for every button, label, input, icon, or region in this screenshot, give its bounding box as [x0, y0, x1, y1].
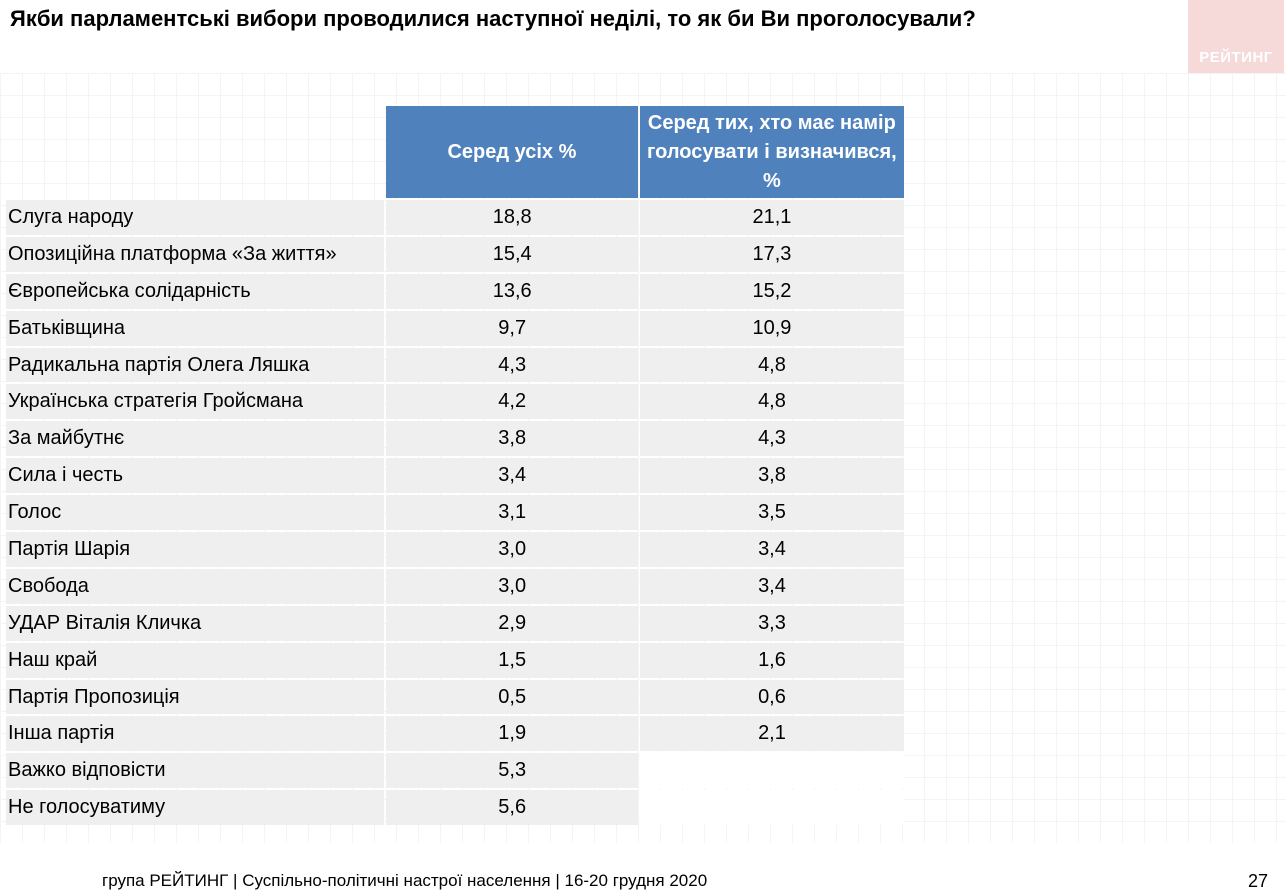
- value-decided-voters: 4,8: [639, 347, 905, 383]
- table-row: За майбутнє 3,8 4,3: [6, 421, 905, 457]
- table-row: Європейська солідарність 13,6 15,2: [6, 273, 905, 309]
- header-all-respondents: Серед усіх %: [386, 106, 638, 198]
- value-all-respondents: 1,9: [386, 716, 638, 752]
- value-all-respondents: 3,0: [386, 532, 638, 567]
- party-name: Європейська солідарність: [6, 273, 385, 309]
- value-all-respondents: 0,5: [386, 679, 638, 715]
- table-row: Сила і честь 3,4 3,8: [6, 458, 905, 494]
- table-header: Серед усіх % Серед тих, хто має намір го…: [6, 106, 904, 198]
- value-decided-voters: 4,3: [639, 421, 905, 457]
- table-row: Не голосуватиму 5,6: [6, 790, 905, 826]
- table-body: Слуга народу 18,8 21,1 Опозиційна платформа…: [6, 200, 905, 826]
- value-decided-voters: 1,6: [639, 642, 905, 678]
- party-name: Сила і честь: [6, 458, 385, 494]
- header-blank-cell: [6, 106, 384, 198]
- party-name: Українська стратегія Гройсмана: [6, 384, 385, 420]
- page-number: 27: [1247, 871, 1268, 891]
- value-decided-voters: [639, 753, 905, 789]
- logo-text: РЕЙТИНГ: [1199, 49, 1273, 66]
- party-name: Партія Пропозиція: [6, 679, 385, 715]
- party-name: Радикальна партія Олега Ляшка: [6, 347, 385, 383]
- value-all-respondents: 3,1: [386, 495, 638, 531]
- party-name: Важко відповісти: [6, 753, 385, 789]
- value-decided-voters: 2,1: [639, 716, 905, 752]
- value-decided-voters: 3,4: [639, 568, 905, 604]
- value-all-respondents: 15,4: [386, 236, 638, 272]
- value-all-respondents: 5,6: [386, 790, 638, 826]
- value-all-respondents: 5,3: [386, 753, 638, 789]
- table-row: Голос 3,1 3,5: [6, 495, 905, 531]
- value-all-respondents: 3,8: [386, 421, 638, 457]
- table-row: Батьківщина 9,7 10,9: [6, 310, 905, 346]
- value-all-respondents: 4,2: [386, 384, 638, 420]
- value-decided-voters: 3,4: [639, 532, 905, 567]
- table-row: Важко відповісти 5,3: [6, 753, 905, 789]
- party-name: Не голосуватиму: [6, 790, 385, 826]
- value-all-respondents: 3,0: [386, 568, 638, 604]
- results-table: Серед усіх % Серед тих, хто має намір го…: [6, 106, 905, 826]
- footer-text: група РЕЙТИНГ | Суспільно-політичні наст…: [102, 871, 708, 890]
- value-decided-voters: 3,3: [639, 605, 905, 641]
- party-name: Свобода: [6, 568, 385, 604]
- value-decided-voters: 10,9: [639, 310, 905, 346]
- value-decided-voters: 3,8: [639, 458, 905, 494]
- table-row: Партія Пропозиція 0,5 0,6: [6, 679, 905, 715]
- value-all-respondents: 4,3: [386, 347, 638, 383]
- value-all-respondents: 2,9: [386, 605, 638, 641]
- value-all-respondents: 9,7: [386, 310, 638, 346]
- table-row: Слуга народу 18,8 21,1: [6, 200, 905, 235]
- table-row: Радикальна партія Олега Ляшка 4,3 4,8: [6, 347, 905, 383]
- table-row: Партія Шарія 3,0 3,4: [6, 532, 905, 567]
- party-name: Партія Шарія: [6, 532, 385, 567]
- party-name: За майбутнє: [6, 421, 385, 457]
- header-decided-voters: Серед тих, хто має намір голосувати і ви…: [639, 106, 904, 198]
- value-decided-voters: 15,2: [639, 273, 905, 309]
- table-row: Інша партія 1,9 2,1: [6, 716, 905, 752]
- party-name: Інша партія: [6, 716, 385, 752]
- value-decided-voters: 4,8: [639, 384, 905, 420]
- value-decided-voters: 0,6: [639, 679, 905, 715]
- value-all-respondents: 13,6: [386, 273, 638, 309]
- value-decided-voters: 17,3: [639, 236, 905, 272]
- page-title: Якби парламентські вибори проводилися на…: [10, 6, 976, 31]
- party-name: Голос: [6, 495, 385, 531]
- party-name: Слуга народу: [6, 200, 385, 235]
- table-row: Свобода 3,0 3,4: [6, 568, 905, 604]
- table-row: УДАР Віталія Кличка 2,9 3,3: [6, 605, 905, 641]
- value-all-respondents: 1,5: [386, 642, 638, 678]
- value-decided-voters: [639, 790, 905, 826]
- table-row: Наш край 1,5 1,6: [6, 642, 905, 678]
- table-row: Опозиційна платформа «За життя» 15,4 17,3: [6, 236, 905, 272]
- value-decided-voters: 3,5: [639, 495, 905, 531]
- party-name: Батьківщина: [6, 310, 385, 346]
- party-name: УДАР Віталія Кличка: [6, 605, 385, 641]
- value-decided-voters: 21,1: [639, 200, 905, 235]
- value-all-respondents: 18,8: [386, 200, 638, 235]
- value-all-respondents: 3,4: [386, 458, 638, 494]
- party-name: Наш край: [6, 642, 385, 678]
- table-row: Українська стратегія Гройсмана 4,2 4,8: [6, 384, 905, 420]
- rating-logo: РЕЙТИНГ: [1188, 0, 1284, 73]
- party-name: Опозиційна платформа «За життя»: [6, 236, 385, 272]
